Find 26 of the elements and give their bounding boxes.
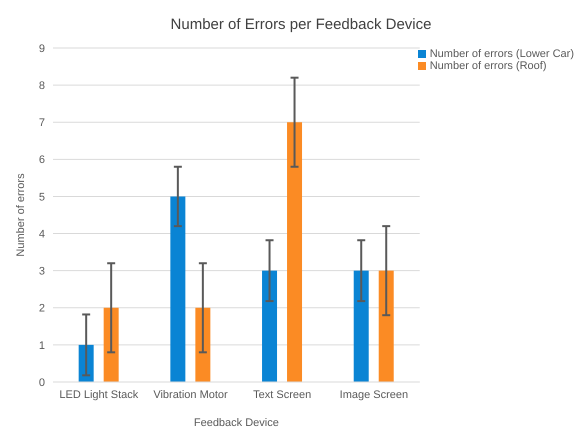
x-axis-title: Feedback Device <box>194 417 279 429</box>
bar <box>287 122 302 382</box>
bar <box>104 308 119 382</box>
bar <box>195 308 210 382</box>
y-tick-label: 3 <box>38 266 45 278</box>
y-axis-title: Number of errors <box>14 172 27 257</box>
bar <box>262 270 278 382</box>
bar <box>378 270 394 382</box>
bar <box>170 196 186 382</box>
y-tick-label: 8 <box>38 80 45 92</box>
x-tick-label: LED Light Stack <box>59 388 139 401</box>
legend-label: Number of errors (Lower Car) <box>430 48 574 60</box>
y-tick-label: 1 <box>38 340 45 352</box>
y-tick-label: 6 <box>38 154 45 166</box>
y-tick-label: 5 <box>38 191 45 204</box>
legend-label: Number of errors (Roof) <box>430 60 546 72</box>
y-tick-label: 0 <box>38 376 45 389</box>
y-tick-label: 2 <box>38 302 45 315</box>
y-tick-label: 7 <box>38 117 45 130</box>
x-tick-label: Text Screen <box>253 388 312 401</box>
bar <box>354 270 369 382</box>
x-tick-label: Vibration Motor <box>153 388 228 401</box>
x-tick-label: Image Screen <box>340 388 408 401</box>
y-tick-label: 4 <box>38 228 45 240</box>
y-tick-label: 9 <box>38 42 45 55</box>
chart-title: Number of Errors per Feedback Device <box>170 16 432 33</box>
